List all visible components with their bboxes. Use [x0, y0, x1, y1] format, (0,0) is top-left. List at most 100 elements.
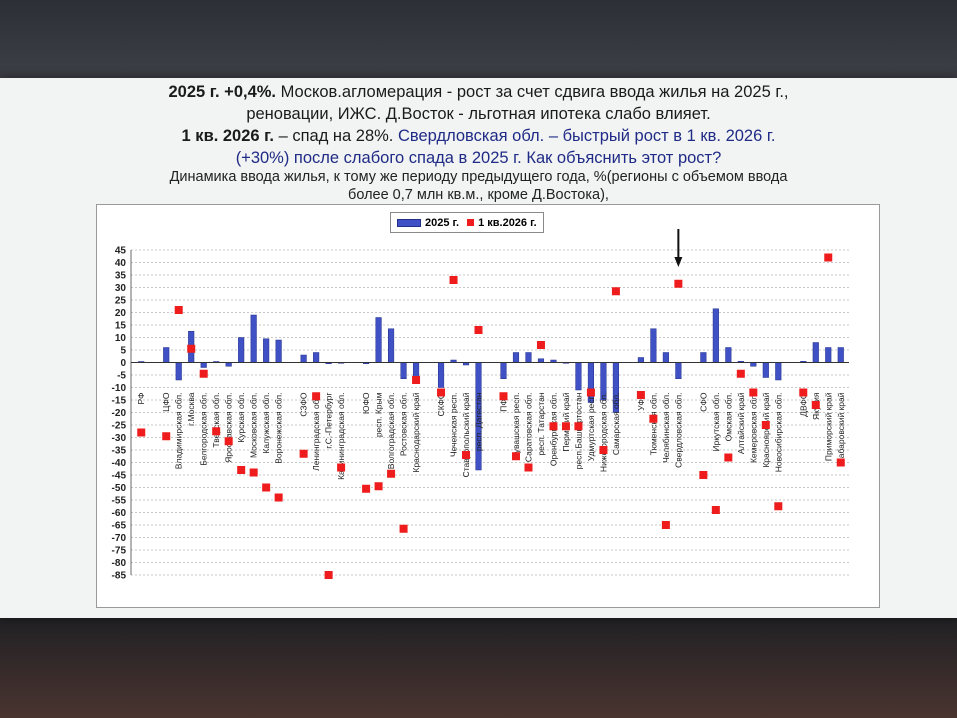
bar-2025 — [400, 362, 407, 379]
marker-2026q1 — [711, 506, 720, 514]
category-label: Самарская обл. — [611, 393, 621, 456]
bar-2025 — [812, 342, 819, 363]
marker-2026q1 — [749, 388, 758, 397]
marker-2026q1 — [674, 279, 683, 288]
header-line-2: реновации, ИЖС. Д.Восток - льготная ипот… — [246, 105, 711, 123]
marker-2026q1 — [249, 468, 258, 477]
marker-2026q1 — [449, 276, 458, 284]
category-label: респ. Крым — [374, 392, 384, 437]
header-line-1: 2025 г. +0,4%. Москов.агломерация - рост… — [168, 83, 789, 101]
y-tick-label: -65 — [112, 521, 127, 532]
marker-2026q1 — [387, 469, 396, 478]
legend-item-2026q1: 1 кв.2026 г. — [467, 217, 537, 229]
category-label: Чеченская респ. — [449, 393, 459, 457]
bar-2025 — [700, 352, 707, 363]
marker-2026q1 — [649, 414, 658, 423]
category-label: Свердловская обл. — [673, 393, 683, 468]
category-label: Нижегородская обл. — [598, 393, 608, 473]
y-tick-label: -50 — [112, 483, 127, 494]
header-line-3: 1 кв. 2026 г. – спад на 28%. Свердловска… — [181, 127, 776, 145]
marker-2026q1 — [736, 369, 745, 378]
marker-2026q1 — [162, 432, 171, 441]
bar-2025 — [437, 362, 445, 388]
marker-2026q1 — [237, 466, 246, 474]
bar-2025 — [512, 352, 520, 363]
bar-2025 — [375, 317, 382, 363]
bar-2025 — [238, 337, 245, 363]
chart-area: 45 40 35 30 25 20 15 10 5 0 -5 -10 -15 -20 -25 -30 -35 -4… — [96, 204, 880, 608]
y-tick-label: -35 — [112, 446, 127, 457]
category-label: Красноярский край — [761, 392, 771, 467]
marker-2026q1 — [324, 571, 333, 579]
marker-2026q1 — [462, 451, 471, 459]
marker-2026q1 — [362, 484, 371, 493]
category-label: Тюменская обл. — [648, 393, 658, 456]
bar-2025 — [200, 362, 207, 368]
bar-2025 — [750, 362, 757, 367]
category-label: г.Москва — [186, 392, 196, 426]
y-tick-label: 45 — [115, 246, 127, 257]
bar-2025 — [712, 308, 719, 363]
category-label: Новосибирская обл. — [773, 393, 783, 473]
marker-2026q1 — [699, 471, 708, 479]
bar-2025 — [275, 339, 282, 363]
bar-2025 — [313, 352, 320, 363]
y-tick-label: 10 — [115, 333, 127, 344]
marker-2026q1 — [774, 502, 783, 511]
marker-2026q1 — [586, 388, 595, 397]
bar-2025 — [662, 352, 669, 363]
bar-2025 — [675, 362, 682, 379]
marker-2026q1 — [437, 388, 446, 397]
category-label: Воронежская обл. — [274, 393, 284, 464]
marker-2026q1 — [524, 463, 533, 472]
marker-2026q1 — [212, 427, 221, 436]
bar-2025 — [762, 362, 769, 378]
marker-2026q1 — [187, 344, 196, 353]
category-label: ЮФО — [361, 392, 371, 414]
bar-2025 — [300, 354, 307, 363]
marker-2026q1 — [412, 376, 421, 384]
category-label: ДВФО — [798, 392, 808, 417]
marker-2026q1 — [224, 437, 233, 446]
category-label: Калужская обл. — [261, 393, 271, 454]
bar-2025 — [575, 362, 582, 391]
y-tick-label: 0 — [120, 358, 126, 369]
marker-2026q1 — [374, 482, 383, 491]
category-label: Ярославская обл. — [224, 393, 234, 463]
category-label: Московская обл. — [249, 393, 259, 459]
marker-2026q1 — [811, 401, 820, 409]
marker-2026q1 — [799, 388, 808, 397]
category-label: Ставропольский край — [461, 392, 471, 477]
marker-2026q1 — [474, 326, 483, 334]
category-label: Волгоградская обл. — [386, 393, 396, 470]
category-label: респ.Башкортостан — [573, 392, 583, 469]
marker-2026q1 — [337, 463, 346, 472]
y-tick-label: -25 — [112, 421, 127, 432]
marker-2026q1 — [399, 524, 408, 533]
category-label: Удмуртская респ. — [586, 393, 596, 462]
arrow-head-icon — [674, 257, 683, 267]
category-label: Белгородская обл. — [199, 393, 209, 466]
y-tick-label: -5 — [117, 371, 126, 382]
y-tick-label: 25 — [115, 296, 127, 307]
category-label: Иркутская обл. — [711, 393, 721, 452]
y-tick-label: -60 — [112, 508, 127, 519]
category-label: Ростовская обл. — [399, 393, 409, 457]
category-label: Владимирская обл. — [174, 393, 184, 470]
category-label: Омская обл. — [723, 393, 733, 442]
category-label: Приморский край — [823, 392, 833, 461]
marker-2026q1 — [611, 287, 620, 296]
category-label: Тверская обл. — [211, 393, 221, 448]
marker-2026q1 — [574, 422, 583, 431]
y-tick-label: 5 — [120, 346, 126, 357]
category-label: Ленинградская обл. — [311, 393, 321, 471]
bar-2025 — [837, 347, 844, 363]
header-line-4: (+30%) после слабого спада в 2025 г. Как… — [235, 149, 722, 167]
bar-2025 — [725, 347, 732, 363]
marker-2026q1 — [724, 453, 733, 462]
y-tick-label: -70 — [112, 533, 127, 544]
bar-2025 — [500, 362, 507, 379]
legend-label-2026q1: 1 кв.2026 г. — [478, 216, 537, 229]
category-label: г.С.-Петербург — [324, 393, 334, 449]
marker-2026q1 — [636, 391, 645, 399]
